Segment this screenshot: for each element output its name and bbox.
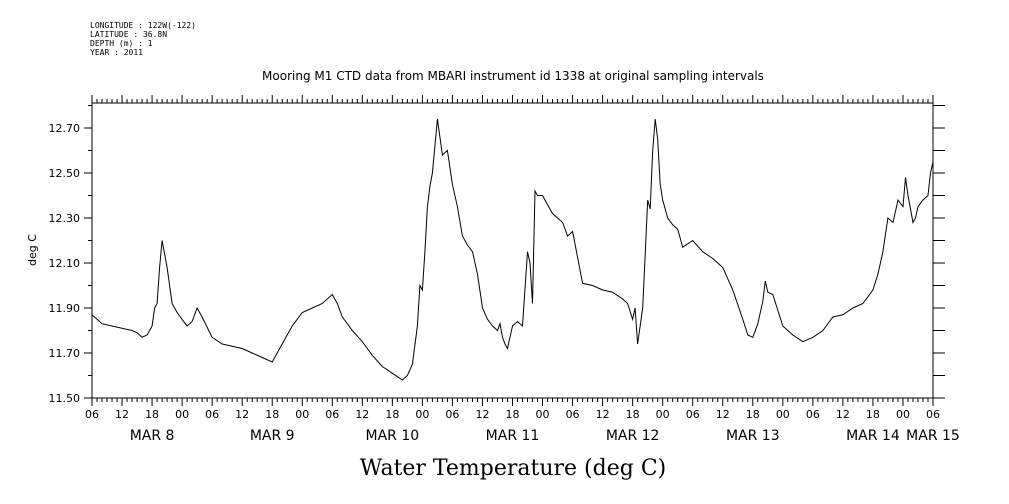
y-tick-label: 11.70 [49,347,81,360]
x-day-label: MAR 12 [606,428,660,444]
meta-latitude: LATITUDE : 36.8N [90,30,168,39]
meta-depth: DEPTH (m) : 1 [90,39,153,48]
chart-title: Mooring M1 CTD data from MBARI instrumen… [262,69,764,83]
x-day-label: MAR 13 [726,428,780,444]
x-tick-label: 12 [716,408,730,421]
x-day-label: MAR 11 [486,428,540,444]
x-tick-label: 06 [566,408,580,421]
x-tick-label: 12 [235,408,249,421]
x-tick-label: 00 [776,408,790,421]
x-tick-label: 18 [746,408,760,421]
x-day-label: MAR 15 [906,428,960,444]
y-tick-label: 11.90 [49,302,81,315]
metadata-block: LONGITUDE : 122W(-122) LATITUDE : 36.8N … [90,21,196,57]
x-tick-label: 18 [265,408,279,421]
series-group [91,118,934,381]
x-tick-label: 06 [205,408,219,421]
x-tick-label: 06 [445,408,459,421]
x-day-label: MAR 8 [130,428,175,444]
series-line [91,118,934,381]
x-day-label: MAR 10 [366,428,420,444]
meta-longitude: LONGITUDE : 122W(-122) [90,21,196,30]
x-tick-label: 06 [325,408,339,421]
y-tick-label: 12.10 [49,257,81,270]
x-tick-label: 00 [536,408,550,421]
meta-year: YEAR : 2011 [90,48,143,57]
x-tick-label: 00 [656,408,670,421]
x-day-label: MAR 9 [250,428,295,444]
y-tick-label: 11.50 [49,392,81,405]
y-tick-label: 12.30 [49,212,81,225]
x-tick-label: 18 [145,408,159,421]
x-tick-label: 00 [175,408,189,421]
x-tick-label: 06 [85,408,99,421]
x-tick-label: 00 [295,408,309,421]
axes-group: 06 12 18 00 06 12 18 00 06 12 18 00 06 12 18 00 06 12 18 00… [49,95,960,444]
x-tick-label: 12 [836,408,850,421]
x-tick-label: 00 [415,408,429,421]
x-tick-label: 12 [596,408,610,421]
x-tick-label: 12 [355,408,369,421]
x-tick-label: 18 [866,408,880,421]
x-tick-label: 12 [115,408,129,421]
y-tick-label: 12.50 [49,167,81,180]
x-day-label: MAR 14 [846,428,900,444]
x-tick-label: 12 [475,408,489,421]
y-axis-label: deg C [26,234,39,266]
x-tick-label: 06 [806,408,820,421]
y-tick-label: 12.70 [49,122,81,135]
x-tick-label: 18 [626,408,640,421]
x-tick-label: 00 [896,408,910,421]
x-tick-label: 06 [926,408,940,421]
x-tick-label: 18 [385,408,399,421]
x-tick-label: 18 [506,408,520,421]
x-tick-label: 06 [686,408,700,421]
plot-frame [91,102,934,399]
x-axis-title: Water Temperature (deg C) [360,456,667,481]
